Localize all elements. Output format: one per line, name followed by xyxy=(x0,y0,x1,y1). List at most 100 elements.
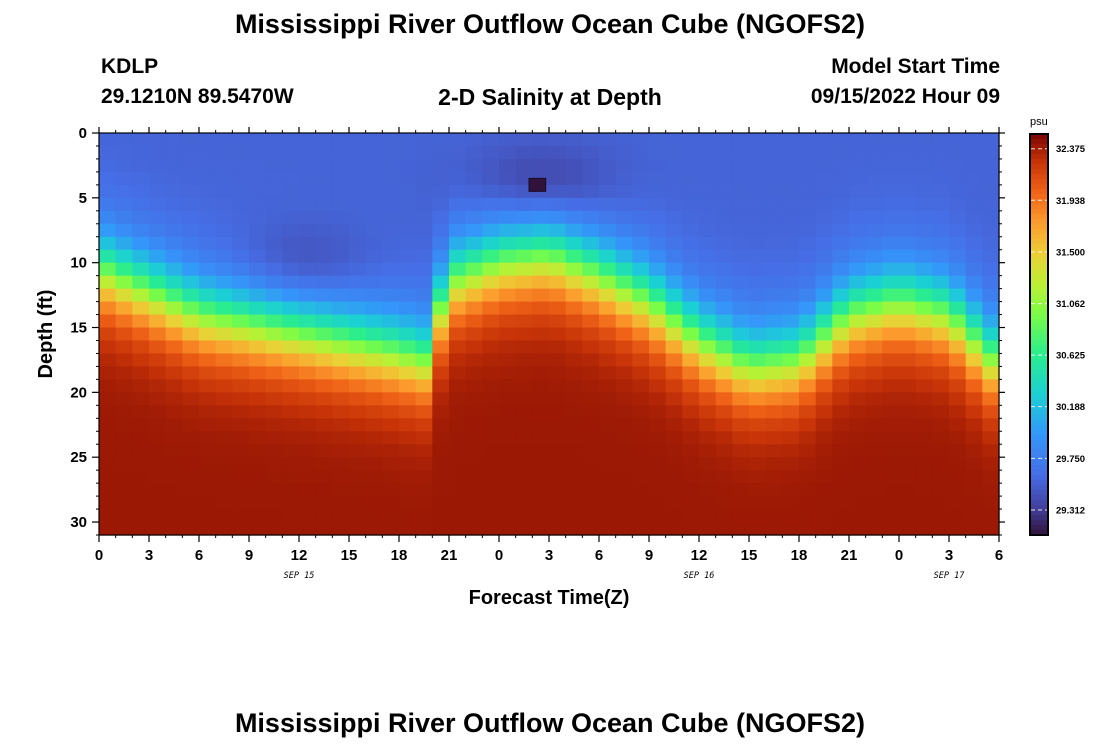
heatmap-cell xyxy=(449,418,467,432)
heatmap-cell xyxy=(465,444,483,458)
heatmap-cell xyxy=(315,145,333,160)
heatmap-cell xyxy=(365,483,383,497)
heatmap-cell xyxy=(849,431,867,445)
heatmap-cell xyxy=(115,184,133,199)
heatmap-cell xyxy=(515,418,533,432)
heatmap-cell xyxy=(149,158,167,173)
heatmap-cell xyxy=(765,327,783,342)
heatmap-cell xyxy=(865,457,883,471)
heatmap-cell xyxy=(932,262,950,277)
heatmap-cell xyxy=(832,210,850,225)
heatmap-cell xyxy=(749,340,767,355)
heatmap-cell xyxy=(599,418,617,432)
heatmap-cell xyxy=(349,158,367,173)
heatmap-cell xyxy=(815,366,833,380)
heatmap-cell xyxy=(815,418,833,432)
heatmap-cell xyxy=(232,158,250,173)
heatmap-cell xyxy=(582,262,600,277)
heatmap-cell xyxy=(449,249,467,264)
heatmap-cell xyxy=(832,145,850,160)
heatmap-cell xyxy=(532,340,550,355)
heatmap-cell xyxy=(982,262,1000,277)
heatmap-cell xyxy=(215,314,233,329)
heatmap-cell xyxy=(649,275,667,290)
heatmap-cell xyxy=(432,171,450,186)
heatmap-cell xyxy=(899,171,917,186)
heatmap-cell xyxy=(415,444,433,458)
heatmap-cell xyxy=(849,405,867,419)
heatmap-cell xyxy=(315,431,333,445)
heatmap-cell xyxy=(265,431,283,445)
heatmap-cell xyxy=(732,444,750,458)
heatmap-cell xyxy=(949,133,967,147)
heatmap-cell xyxy=(449,314,467,329)
x-date-label: SEP 17 xyxy=(934,571,966,581)
heatmap-cell xyxy=(265,392,283,406)
heatmap-cell xyxy=(249,133,267,147)
heatmap-cell xyxy=(215,223,233,238)
heatmap-cell xyxy=(915,340,933,355)
heatmap-cell xyxy=(432,366,450,380)
heatmap-cell xyxy=(415,262,433,277)
heatmap-cell xyxy=(282,145,300,160)
heatmap-cell xyxy=(932,327,950,342)
heatmap-cell xyxy=(949,301,967,316)
heatmap-cell xyxy=(849,366,867,380)
heatmap-cell xyxy=(532,509,550,523)
heatmap-cell xyxy=(865,522,883,536)
heatmap-cell xyxy=(782,249,800,264)
heatmap-cell xyxy=(982,145,1000,160)
heatmap-cell xyxy=(982,133,1000,147)
heatmap-cell xyxy=(849,392,867,406)
heatmap-cell xyxy=(782,353,800,368)
heatmap-cell xyxy=(399,301,417,316)
heatmap-cell xyxy=(482,301,500,316)
heatmap-cell xyxy=(449,340,467,355)
heatmap-cell xyxy=(565,418,583,432)
heatmap-cell xyxy=(582,301,600,316)
heatmap-cell xyxy=(932,314,950,329)
heatmap-cell xyxy=(332,223,350,238)
heatmap-cell xyxy=(782,262,800,277)
heatmap-cell xyxy=(915,457,933,471)
colorbar-segment xyxy=(1030,424,1048,431)
heatmap-cell xyxy=(949,158,967,173)
heatmap-cell xyxy=(649,457,667,471)
colorbar-tick-label: 30.625 xyxy=(1056,351,1086,362)
heatmap-cell xyxy=(899,197,917,212)
heatmap-cell xyxy=(715,249,733,264)
colorbar-segment xyxy=(1030,509,1048,516)
heatmap-cell xyxy=(515,301,533,316)
heatmap-cell xyxy=(649,405,667,419)
heatmap-cell xyxy=(815,470,833,484)
heatmap-cell xyxy=(249,301,267,316)
heatmap-cell xyxy=(482,223,500,238)
colorbar-tick-label: 31.500 xyxy=(1056,247,1085,258)
heatmap-cell xyxy=(349,184,367,199)
heatmap-cell xyxy=(132,405,150,419)
heatmap-cell xyxy=(565,314,583,329)
heatmap-cell xyxy=(132,262,150,277)
heatmap-cell xyxy=(465,145,483,160)
heatmap-cell xyxy=(282,392,300,406)
heatmap-cell xyxy=(332,444,350,458)
heatmap-cell xyxy=(632,483,650,497)
heatmap-cell xyxy=(299,197,317,212)
heatmap-cell xyxy=(682,366,700,380)
heatmap-cell xyxy=(632,158,650,173)
heatmap-cell xyxy=(349,288,367,303)
heatmap-cell xyxy=(532,327,550,342)
heatmap-cell xyxy=(282,457,300,471)
heatmap-cell xyxy=(215,418,233,432)
heatmap-cell xyxy=(732,431,750,445)
heatmap-cell xyxy=(282,236,300,251)
heatmap-cell xyxy=(99,133,117,147)
heatmap-cell xyxy=(665,301,683,316)
heatmap-cell xyxy=(615,522,633,536)
heatmap-cell xyxy=(682,483,700,497)
heatmap-cell xyxy=(649,327,667,342)
heatmap-cell xyxy=(215,353,233,368)
heatmap-cell xyxy=(432,379,450,393)
heatmap-cell xyxy=(99,366,117,380)
heatmap-cell xyxy=(582,418,600,432)
